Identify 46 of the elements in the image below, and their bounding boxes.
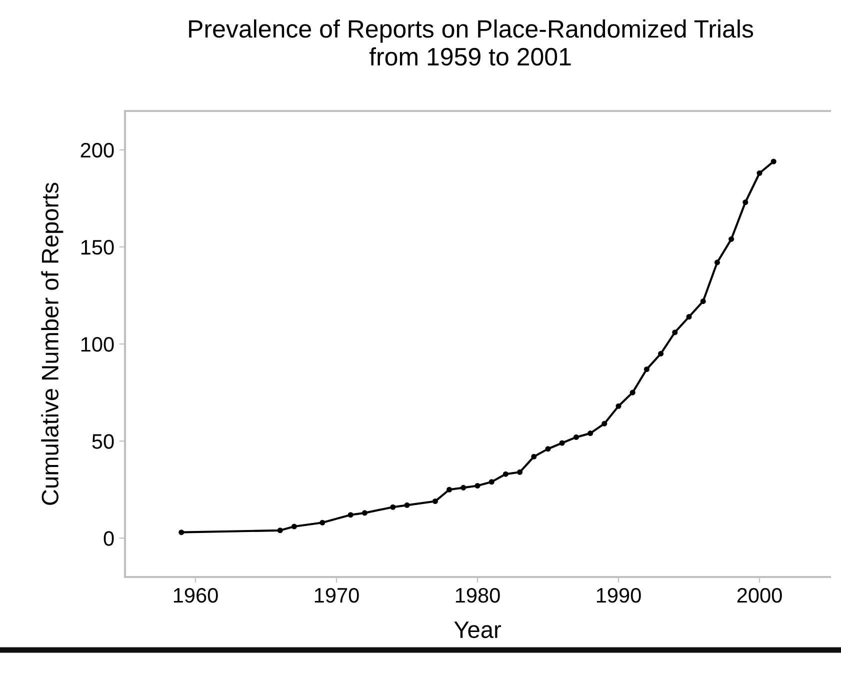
point — [291, 524, 297, 530]
point — [531, 454, 537, 460]
point — [700, 298, 706, 304]
y-tick-label: 50 — [92, 434, 114, 449]
point — [602, 420, 608, 426]
point — [672, 330, 678, 336]
x-tick-label: 1980 — [456, 588, 500, 603]
point — [390, 504, 396, 510]
point — [502, 471, 508, 477]
point — [432, 498, 438, 504]
chart-title: Prevalence of Reports on Place-Randomized Trials from 1959 to 2001 — [189, 19, 754, 66]
point — [517, 469, 523, 475]
point — [770, 158, 776, 164]
y-axis-title: Cumulative Number of Reports — [41, 182, 64, 505]
point — [714, 260, 720, 266]
point — [630, 390, 636, 396]
point — [446, 486, 452, 492]
x-tick-label: 1990 — [596, 588, 641, 603]
point — [348, 512, 354, 518]
point — [474, 482, 480, 489]
point — [460, 484, 466, 490]
x-tick-label: 1960 — [174, 588, 218, 603]
point — [488, 479, 494, 485]
point — [545, 446, 551, 452]
point — [588, 430, 594, 436]
point — [404, 502, 410, 508]
point — [616, 403, 622, 409]
point — [178, 530, 184, 536]
x-tick-label: 2000 — [737, 588, 782, 603]
y-tick-label: 200 — [80, 142, 114, 158]
y-tick-label: 150 — [81, 240, 114, 255]
point — [559, 440, 565, 446]
point — [573, 434, 579, 440]
point — [644, 366, 650, 372]
y-tick-label: 100 — [81, 337, 114, 352]
x-tick-label: 1970 — [314, 588, 359, 603]
point — [362, 510, 368, 516]
x-axis-title: Year — [454, 622, 501, 638]
point — [686, 314, 692, 320]
y-tick-label: 0 — [104, 531, 114, 546]
point — [658, 350, 664, 356]
point — [277, 528, 283, 534]
point — [756, 170, 762, 176]
point — [320, 520, 326, 526]
point — [728, 236, 734, 242]
point — [742, 199, 748, 206]
